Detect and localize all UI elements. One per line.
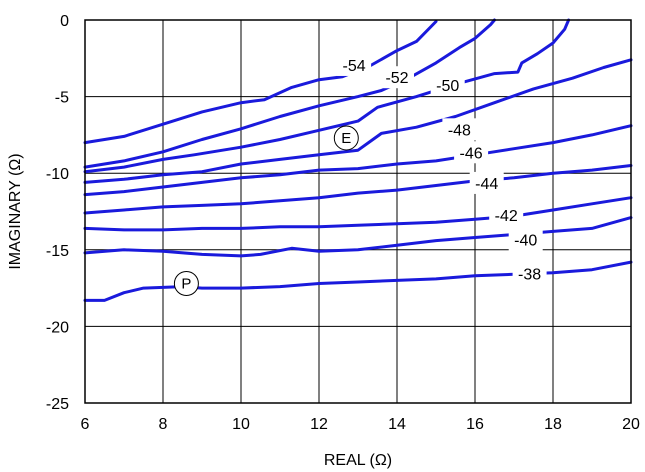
y-tick-label: -10: [46, 166, 69, 183]
x-tick-label: 12: [310, 416, 328, 433]
contour-label-bg: [337, 53, 372, 76]
contour-label-bg: [512, 262, 547, 285]
y-tick-labels: 0 -5 -10 -15 -20 -25: [46, 13, 69, 413]
contour-line-6: [83, 164, 633, 215]
y-tick-label: -20: [46, 319, 69, 336]
y-axis-title: IMAGINARY (Ω): [7, 153, 24, 269]
x-tick-label: 18: [544, 416, 562, 433]
x-tick-labels: 6 8 10 12 14 16 18 20: [81, 416, 640, 433]
marker-label: E: [341, 130, 351, 147]
contour-line-7: [83, 196, 633, 232]
contour-line-2: [83, 18, 496, 169]
point-markers: EP: [173, 125, 359, 297]
contour-line-1: [83, 20, 438, 145]
contour-line-3: [83, 18, 571, 174]
contour-label-bg: [380, 66, 414, 89]
contour-label: -52: [385, 70, 408, 87]
contour-lines: [83, 18, 633, 302]
contour-label: -38: [518, 266, 541, 283]
contour-line-4: [83, 58, 633, 184]
x-tick-label: 8: [159, 416, 168, 433]
x-axis-title: REAL (Ω): [324, 452, 392, 469]
x-tick-label: 20: [622, 416, 640, 433]
contour-label-bg: [442, 118, 477, 141]
contour-label-bg: [489, 204, 524, 227]
x-tick-label: 14: [388, 416, 406, 433]
contour-label-bg: [508, 228, 543, 251]
y-tick-label: -5: [55, 90, 69, 107]
contour-label: -40: [514, 233, 537, 250]
x-tick-label: 10: [232, 416, 250, 433]
contour-label-bg: [469, 171, 504, 194]
contour-line-5: [83, 124, 633, 197]
y-tick-label: -15: [46, 243, 69, 260]
y-tick-label: -25: [46, 396, 69, 413]
y-tick-label: 0: [60, 13, 69, 30]
marker-circle: [173, 271, 199, 297]
contour-label: -42: [495, 208, 518, 225]
contour-label: -48: [448, 122, 471, 139]
contour-line-9: [83, 260, 633, 302]
contour-label: -46: [460, 145, 483, 162]
contour-labels: -54 -52 -50 -48 -46 -44 -42 -40 -38: [337, 53, 547, 285]
marker-circle: [333, 125, 359, 151]
contour-label: -44: [475, 176, 498, 193]
x-tick-label: 16: [466, 416, 484, 433]
x-tick-label: 6: [81, 416, 90, 433]
marker-label: P: [181, 276, 191, 293]
contour-label: -50: [436, 78, 459, 95]
contour-label: -54: [343, 58, 366, 75]
contour-label-bg: [430, 73, 465, 96]
plot-frame: [84, 19, 632, 404]
contour-label-bg: [454, 141, 489, 164]
